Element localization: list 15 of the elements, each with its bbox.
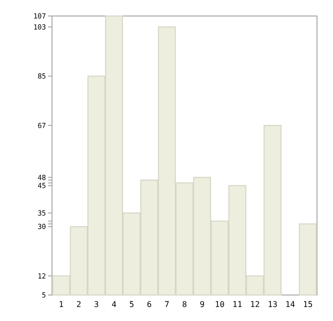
x-tick-label: 6 [146, 300, 152, 309]
x-tick-label: 2 [76, 300, 82, 309]
x-tick-label: 11 [232, 300, 242, 309]
x-tick-label: 4 [112, 300, 117, 309]
x-tick-label: 13 [268, 300, 278, 309]
x-tick-label: 9 [200, 300, 205, 309]
x-tick-label: 12 [250, 300, 260, 309]
x-tick-label: 14 [285, 300, 296, 309]
x-tick-label: 5 [129, 300, 134, 309]
x-tick-label: 8 [182, 300, 188, 309]
x-tick-label: 3 [94, 300, 99, 309]
x-tick-label: 1 [58, 300, 64, 309]
x-tick-label: 15 [303, 300, 313, 309]
x-tick-label: 10 [214, 300, 225, 309]
x-tick-label: 7 [164, 300, 170, 309]
